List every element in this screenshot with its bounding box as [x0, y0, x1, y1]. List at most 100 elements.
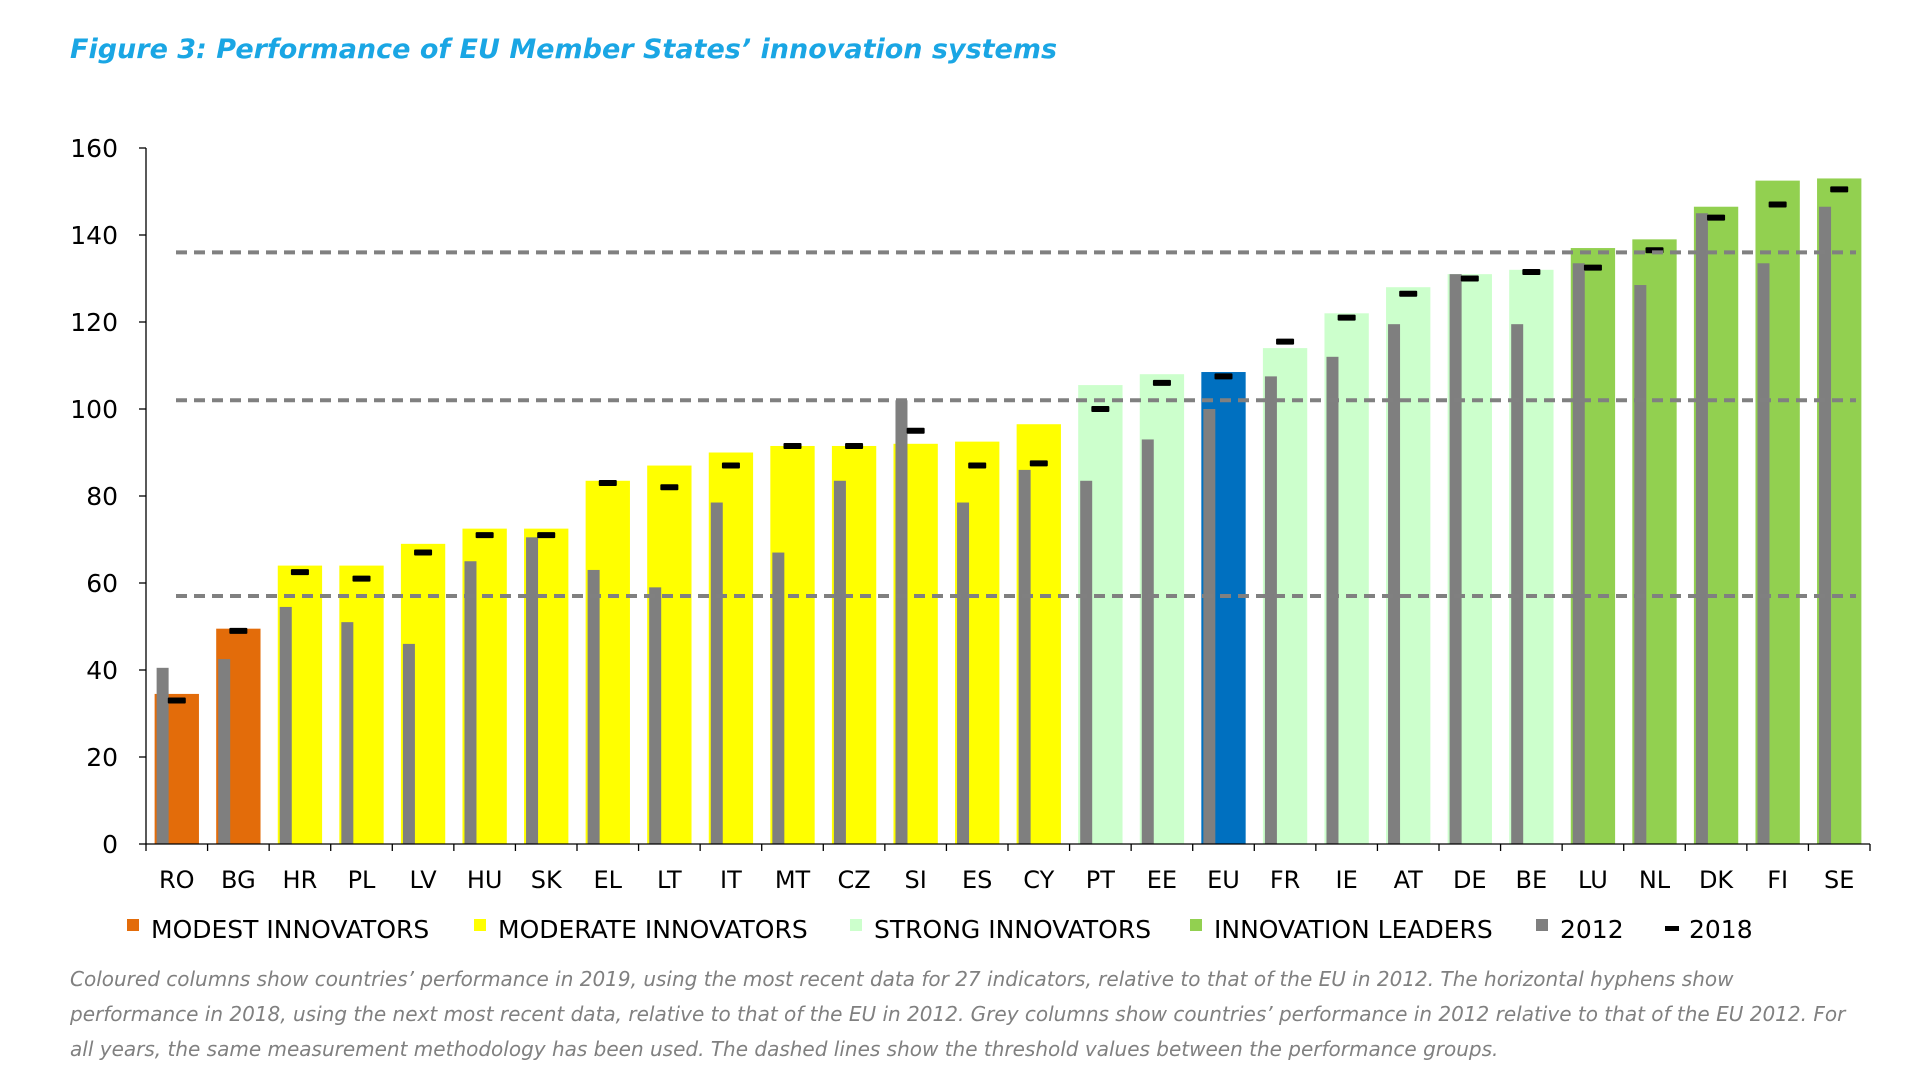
y-tick-label-60: 60: [86, 569, 118, 598]
marker-2018-cz: [845, 442, 864, 449]
bar-2012-lu: [1572, 263, 1585, 844]
marker-2018-es: [968, 462, 987, 469]
x-tick-label-lu: LU: [1578, 866, 1608, 894]
x-tick-label-hu: HU: [467, 866, 503, 894]
bar-2012-de: [1449, 274, 1462, 844]
marker-2018-ro: [167, 697, 186, 704]
marker-2018-mt: [783, 442, 802, 449]
bar-2012-ee: [1141, 439, 1154, 844]
x-tick-label-es: ES: [962, 866, 992, 894]
bar-2012-se: [1819, 206, 1832, 845]
x-tick-label-bg: BG: [221, 866, 256, 894]
bar-2012-cz: [833, 480, 846, 844]
x-tick-label-el: EL: [594, 866, 623, 894]
bar-2012-pl: [341, 622, 354, 844]
x-tick-label-cz: CZ: [837, 866, 870, 894]
x-tick-label-ro: RO: [159, 866, 195, 894]
marker-2018-cy: [1029, 460, 1048, 467]
x-tick-label-nl: NL: [1639, 866, 1671, 894]
marker-2018-de: [1460, 275, 1479, 282]
bar-2012-bg: [218, 659, 231, 844]
x-tick-label-ee: EE: [1147, 866, 1177, 894]
axes: RO BG HR PL LV HU SK EL LT IT MT CZ SI ES CY PT EE EU FR IE…: [70, 134, 1871, 894]
x-tick-label-si: SI: [904, 866, 926, 894]
bar-2012-dk: [1695, 213, 1708, 844]
legend-swatch-strong-innovators: [850, 919, 862, 931]
marker-2018-ee: [1152, 379, 1171, 386]
marker-2018-it: [721, 462, 740, 469]
x-tick-label-fr: FR: [1270, 866, 1300, 894]
marker-2018-fr: [1276, 338, 1295, 345]
bar-2012-hr: [279, 606, 292, 844]
bar-2012-sk: [526, 537, 539, 844]
bar-2012-fi: [1757, 263, 1770, 844]
bar-2012-es: [957, 502, 970, 844]
marker-2018-se: [1830, 186, 1849, 193]
y-tick-label-40: 40: [86, 656, 118, 685]
marker-2018-ie: [1337, 314, 1356, 321]
legend-label-2018: 2018: [1689, 915, 1753, 944]
legend-swatch-moderate-innovators: [474, 919, 486, 931]
y-tick-label-20: 20: [86, 743, 118, 772]
legend-marker-2018: [1665, 926, 1679, 931]
bars-layer: [154, 178, 1862, 845]
bar-2012-lv: [402, 643, 415, 844]
legend-swatch-2012: [1536, 919, 1548, 931]
bar-2012-eu: [1203, 409, 1216, 844]
legend-swatch-innovation-leaders: [1190, 919, 1202, 931]
bar-2012-si: [895, 400, 908, 844]
bar-2012-fr: [1264, 376, 1277, 844]
y-tick-label-0: 0: [102, 830, 118, 859]
marker-2018-hu: [475, 532, 494, 539]
bar-2012-lt: [649, 587, 662, 844]
bar-chart: RO BG HR PL LV HU SK EL LT IT MT CZ SI ES CY PT EE EU FR IE…: [70, 134, 1871, 944]
x-tick-label-pt: PT: [1086, 866, 1115, 894]
legend-label-modest-innovators: MODEST INNOVATORS: [151, 915, 429, 944]
marker-2018-lu: [1583, 264, 1602, 271]
marker-2018-lt: [660, 484, 679, 491]
legend-label-2012: 2012: [1560, 915, 1624, 944]
marker-2018-bg: [229, 627, 248, 634]
bar-2012-mt: [772, 552, 785, 844]
x-tick-label-dk: DK: [1699, 866, 1734, 894]
bar-2012-cy: [1018, 469, 1031, 844]
marker-2018-lv: [414, 549, 433, 556]
marker-2018-fi: [1768, 201, 1787, 208]
x-tick-label-at: AT: [1394, 866, 1424, 894]
y-tick-label-140: 140: [70, 221, 118, 250]
legend-label-innovation-leaders: INNOVATION LEADERS: [1214, 915, 1493, 944]
x-tick-label-cy: CY: [1023, 866, 1054, 894]
legend-label-strong-innovators: STRONG INNOVATORS: [874, 915, 1151, 944]
figure-caption: Coloured columns show countries’ perform…: [70, 967, 1846, 1061]
x-tick-label-sk: SK: [531, 866, 563, 894]
figure-title: Figure 3: Performance of EU Member State…: [70, 34, 1058, 65]
x-tick-label-pl: PL: [348, 866, 376, 894]
marker-2018-el: [598, 479, 617, 486]
y-tick-label-100: 100: [70, 395, 118, 424]
marker-2018-be: [1522, 268, 1541, 275]
bar-2012-be: [1511, 324, 1524, 844]
bar-2012-el: [587, 569, 600, 844]
marker-2018-at: [1399, 290, 1418, 297]
bar-2012-pt: [1080, 480, 1093, 844]
bar-2012-it: [710, 502, 723, 844]
bar-2012-ro: [156, 667, 169, 844]
bar-2012-ie: [1326, 356, 1339, 844]
legend-swatch-modest-innovators: [127, 919, 139, 931]
marker-2018-pl: [352, 575, 371, 582]
bar-2012-at: [1388, 324, 1401, 844]
x-tick-label-se: SE: [1824, 866, 1854, 894]
marker-2018-sk: [537, 532, 556, 539]
marker-2018-eu: [1214, 373, 1233, 380]
y-tick-label-160: 160: [70, 134, 118, 163]
y-tick-label-80: 80: [86, 482, 118, 511]
x-tick-label-it: IT: [720, 866, 742, 894]
marker-2018-dk: [1707, 214, 1726, 221]
marker-2018-pt: [1091, 406, 1110, 412]
x-tick-label-ie: IE: [1336, 866, 1358, 894]
x-tick-label-de: DE: [1453, 866, 1487, 894]
x-tick-label-lv: LV: [409, 866, 437, 894]
legend: MODEST INNOVATORS MODERATE INNOVATORS STRO…: [127, 915, 1753, 944]
legend-label-moderate-innovators: MODERATE INNOVATORS: [498, 915, 808, 944]
bar-2012-nl: [1634, 285, 1647, 844]
